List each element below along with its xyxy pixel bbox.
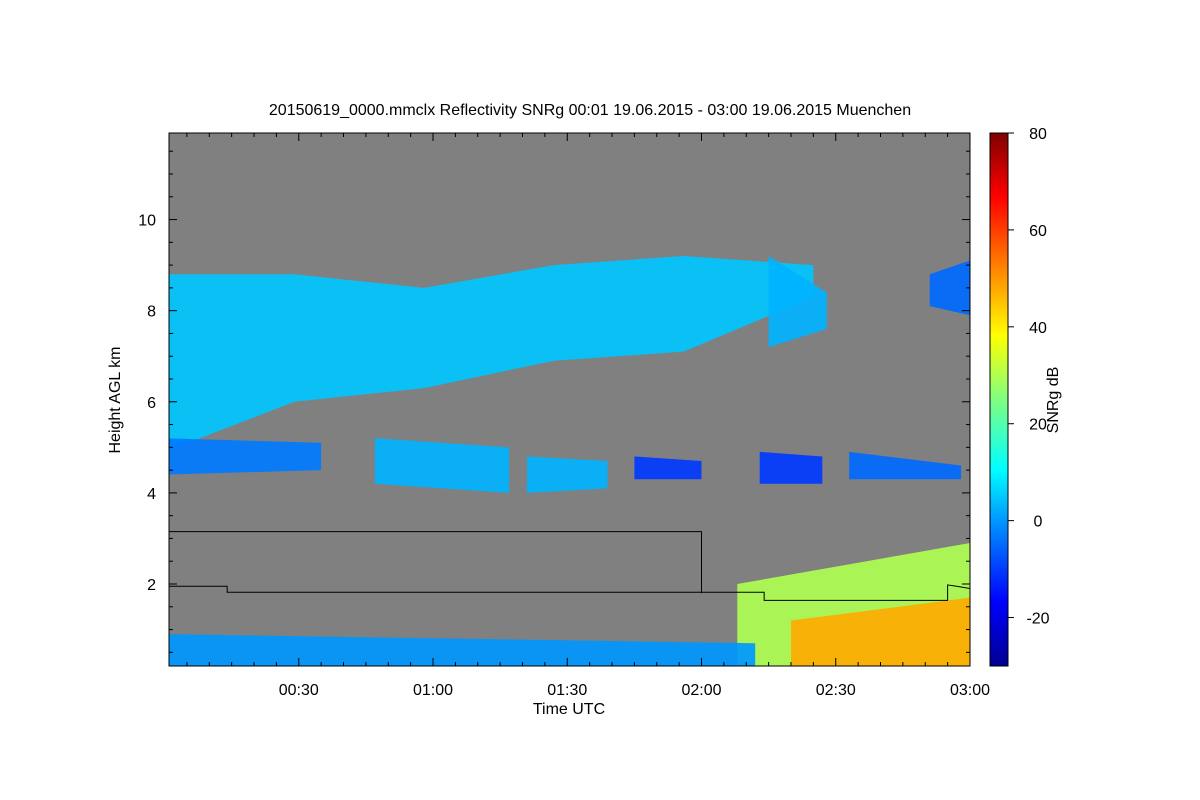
colorbar (989, 132, 1009, 667)
x-axis: 00:30 01:00 01:30 02:00 02:30 03:00 (186, 133, 990, 699)
x-tick-label: 03:00 (950, 682, 990, 699)
colorbar-axis: -20 0 20 40 60 80 (1008, 126, 1050, 628)
echo-region-1 (169, 256, 814, 451)
y-tick-label: 6 (147, 395, 156, 412)
echo-region-3 (929, 260, 970, 316)
echo-region-11 (791, 597, 970, 666)
colorbar-tick-label: 0 (1034, 514, 1043, 531)
colorbar-label: SNRg dB (1045, 367, 1062, 434)
x-tick-label: 01:30 (547, 682, 587, 699)
colorbar-tick-label: 40 (1029, 320, 1047, 337)
x-tick-label: 02:00 (681, 682, 721, 699)
plot-frame (168, 132, 971, 667)
x-tick-label: 02:30 (816, 682, 856, 699)
echo-region-8 (759, 451, 823, 484)
y-axis: 2 4 6 8 10 (138, 150, 970, 653)
y-axis-label: Height AGL km (107, 346, 124, 453)
y-tick-label: 4 (147, 486, 156, 503)
y-tick-label: 10 (138, 213, 156, 230)
x-tick-label: 00:30 (279, 682, 319, 699)
echo-region-6 (526, 456, 608, 493)
colorbar-tick-label: 20 (1029, 417, 1047, 434)
echo-region-7 (634, 456, 702, 480)
x-tick-label: 01:00 (413, 682, 453, 699)
colorbar-tick-label: 60 (1029, 223, 1047, 240)
colorbar-tick-label: -20 (1026, 611, 1049, 628)
boundary-line-1 (169, 531, 703, 594)
boundary-line-2 (169, 584, 970, 601)
y-tick-label: 8 (147, 304, 156, 321)
echo-region-4 (169, 438, 322, 475)
echo-region-2 (768, 256, 827, 348)
colorbar-tick-label: 80 (1029, 126, 1047, 143)
boundary-lines (169, 531, 970, 601)
x-axis-label: Time UTC (533, 701, 605, 718)
y-tick-label: 2 (147, 577, 156, 594)
echo-region-9 (849, 451, 962, 480)
echo-region-12 (169, 634, 756, 666)
chart-title: 20150619_0000.mmclx Reflectivity SNRg 00… (269, 102, 911, 119)
echo-region-5 (374, 438, 510, 493)
echo-regions (169, 256, 970, 666)
